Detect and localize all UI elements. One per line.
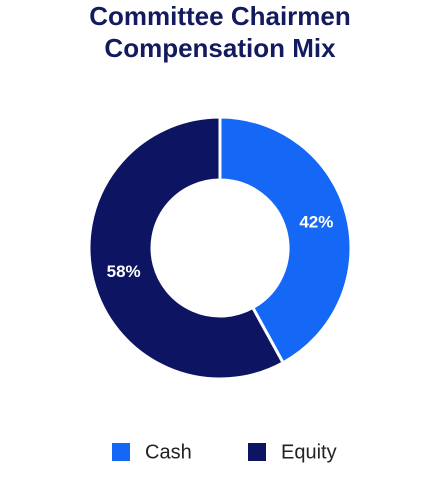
legend-label: Equity <box>281 441 337 463</box>
legend-label: Cash <box>145 441 192 463</box>
legend-swatch <box>112 443 130 461</box>
donut-slice <box>87 115 286 381</box>
donut-slice <box>218 115 353 365</box>
legend-swatch <box>248 443 266 461</box>
data-label: 58% <box>107 262 141 281</box>
chart-title: Compensation Mix <box>104 33 336 63</box>
data-label: 42% <box>299 213 333 232</box>
chart-title: Committee Chairmen <box>89 1 351 31</box>
